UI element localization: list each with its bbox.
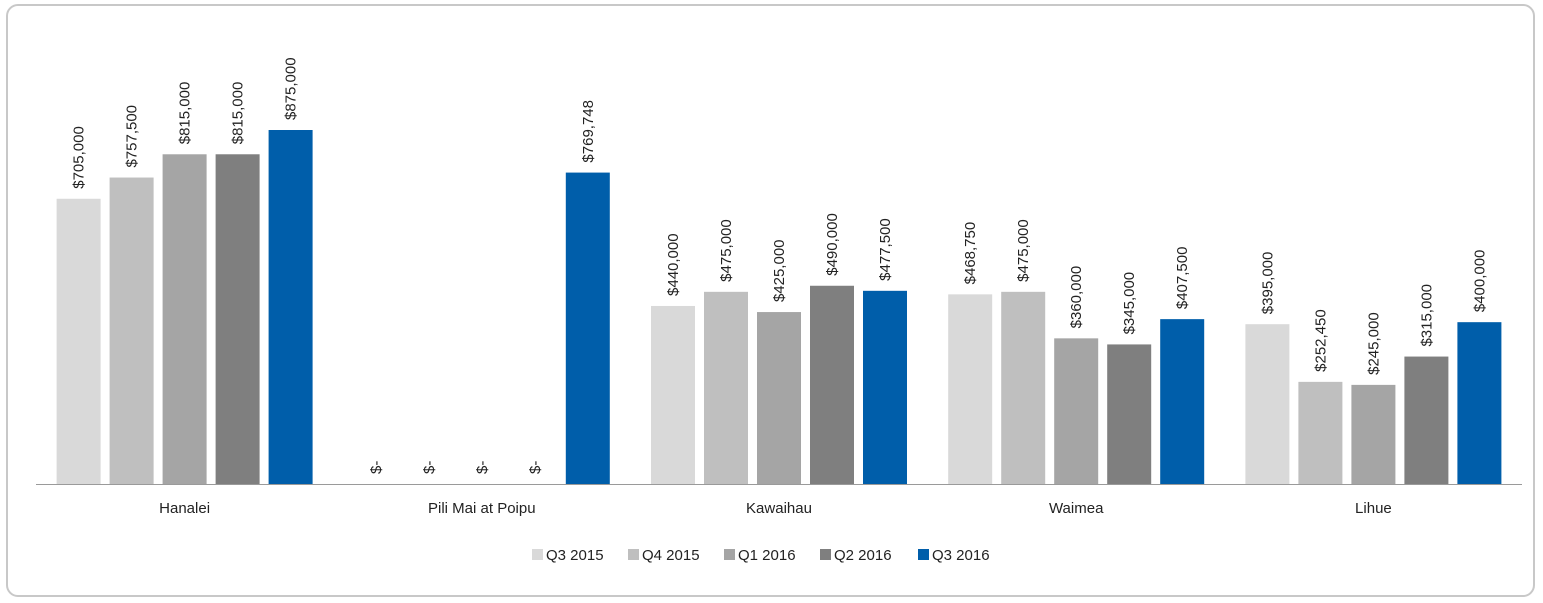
bar-4-0 [1245, 324, 1290, 484]
data-label-0-4: $875,000 [283, 57, 300, 120]
category-label: Lihue [1355, 500, 1392, 517]
bar-3-0 [948, 294, 993, 484]
category-labels-group: Hanalei Pili Mai at Poipu Kawaihau Waimea Li… [159, 500, 1392, 517]
legend-swatch [628, 549, 639, 560]
data-label-4-1: $252,450 [1312, 309, 1329, 372]
bar-4-4 [1457, 322, 1502, 484]
bar-3-1 [1001, 291, 1046, 484]
data-label-4-4: $400,000 [1471, 250, 1488, 313]
bar-1-4 [565, 172, 610, 484]
bar-3-3 [1107, 344, 1152, 484]
bar-0-2 [162, 154, 207, 484]
data-labels-group: $705,000 $757,500 $815,000 $815,000 $875,000… [71, 57, 1489, 474]
data-label-3-3: $345,000 [1121, 272, 1138, 335]
category-label: Waimea [1049, 500, 1104, 517]
data-label-2-0: $440,000 [665, 233, 682, 296]
data-label-3-2: $360,000 [1068, 266, 1085, 329]
bar-2-0 [651, 305, 695, 484]
data-label-1-1: $- [421, 461, 438, 474]
legend-swatch [918, 549, 929, 560]
legend-swatch [820, 549, 831, 560]
bar-2-1 [704, 291, 748, 484]
data-label-0-2: $815,000 [177, 82, 194, 145]
data-label-0-1: $757,500 [124, 105, 141, 168]
legend: Q3 2015 Q4 2015 Q1 2016 Q2 2016 Q3 2016 [532, 547, 990, 564]
data-label-1-4: $769,748 [580, 100, 597, 163]
data-label-2-2: $425,000 [771, 239, 788, 302]
data-label-0-0: $705,000 [71, 126, 88, 189]
data-label-1-2: $- [474, 461, 491, 474]
data-label-0-3: $815,000 [230, 82, 247, 145]
chart-frame [6, 4, 1535, 597]
data-label-2-4: $477,500 [877, 218, 894, 281]
data-label-3-1: $475,000 [1015, 219, 1032, 282]
data-label-2-3: $490,000 [824, 213, 841, 276]
category-label: Pili Mai at Poipu [428, 500, 536, 517]
bar-0-3 [215, 154, 260, 484]
bar-4-2 [1351, 384, 1396, 484]
data-label-4-0: $395,000 [1259, 252, 1276, 315]
legend-label: Q1 2016 [738, 547, 796, 564]
data-label-4-2: $245,000 [1365, 312, 1382, 375]
data-label-4-3: $315,000 [1418, 284, 1435, 347]
bar-0-4 [268, 130, 313, 484]
legend-label: Q3 2016 [932, 547, 990, 564]
bar-2-2 [757, 312, 801, 484]
bars-group [56, 130, 1502, 484]
legend-label: Q3 2015 [546, 547, 604, 564]
bar-3-2 [1054, 338, 1099, 484]
category-label: Kawaihau [746, 500, 812, 517]
legend-swatch [724, 549, 735, 560]
legend-label: Q4 2015 [642, 547, 700, 564]
bar-2-3 [810, 285, 854, 484]
data-label-1-0: $- [368, 461, 385, 474]
bar-0-1 [109, 177, 154, 484]
data-label-3-0: $468,750 [962, 222, 979, 285]
bar-2-4 [863, 290, 907, 484]
data-label-2-1: $475,000 [718, 219, 735, 282]
bar-3-4 [1160, 319, 1205, 484]
legend-label: Q2 2016 [834, 547, 892, 564]
category-label: Hanalei [159, 500, 210, 517]
legend-swatch [532, 549, 543, 560]
data-label-3-4: $407,500 [1174, 247, 1191, 310]
bar-0-0 [56, 198, 101, 484]
bar-4-1 [1298, 381, 1343, 484]
bar-4-3 [1404, 356, 1449, 484]
data-label-1-3: $- [527, 461, 544, 474]
